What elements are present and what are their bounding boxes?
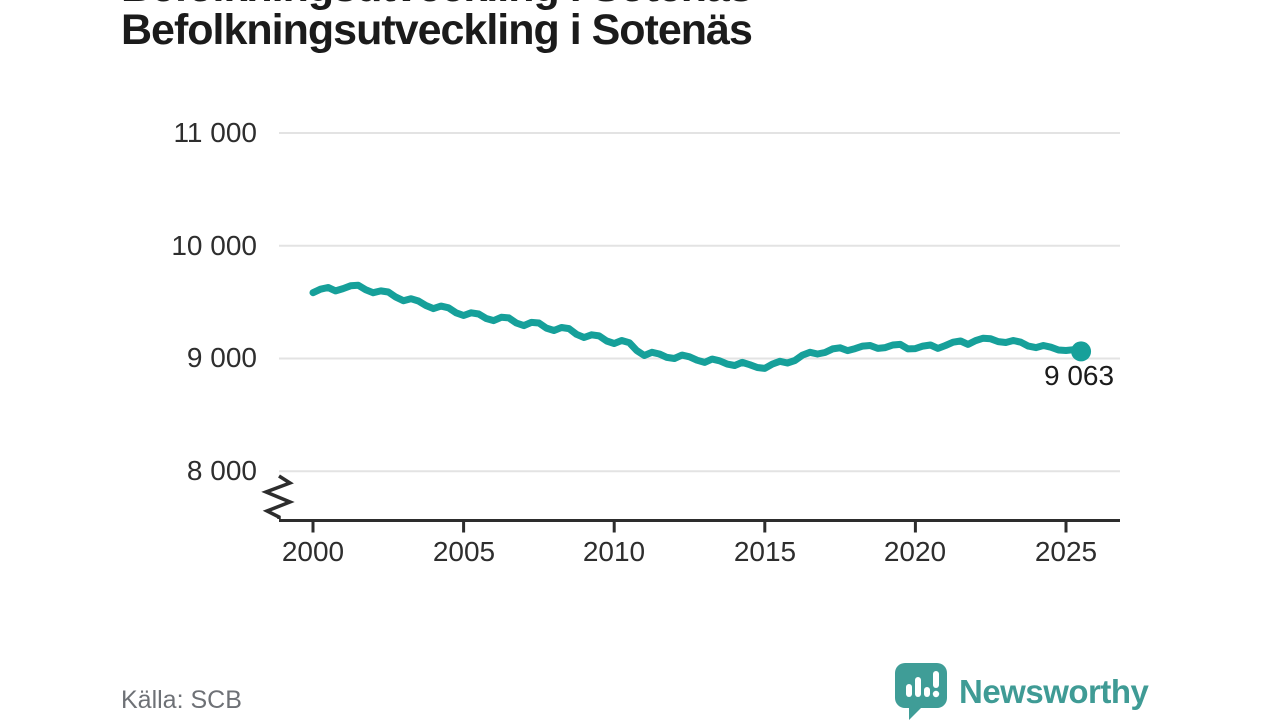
cropped-title-remnant: Befolkningsutveckling i Sotenäs: [121, 0, 753, 12]
y-axis-tick-label: 8 000: [186, 455, 257, 486]
x-axis-tick-label: 2000: [281, 536, 345, 567]
x-axis-tick-label: 2025: [1034, 536, 1098, 567]
newsworthy-speech-bubble-chart-icon: [895, 663, 947, 720]
source-note: Källa: SCB: [121, 686, 242, 714]
x-axis-tick-label: 2020: [883, 536, 947, 567]
x-axis-tick-label: 2015: [733, 536, 797, 567]
y-axis-tick-label: 11 000: [173, 117, 257, 148]
newsworthy-logo-text: Newsworthy: [959, 673, 1149, 710]
x-axis-tick-label: 2005: [432, 536, 496, 567]
last-value-annotation: 9 063: [1044, 360, 1115, 392]
newsworthy-logo[interactable]: Newsworthy: [895, 663, 1149, 720]
y-axis-tick-label: 9 000: [186, 342, 257, 373]
y-axis-tick-label: 10 000: [171, 230, 257, 261]
x-axis-tick-label: 2010: [582, 536, 646, 567]
page-title: Befolkningsutveckling i Sotenäs: [121, 6, 753, 54]
